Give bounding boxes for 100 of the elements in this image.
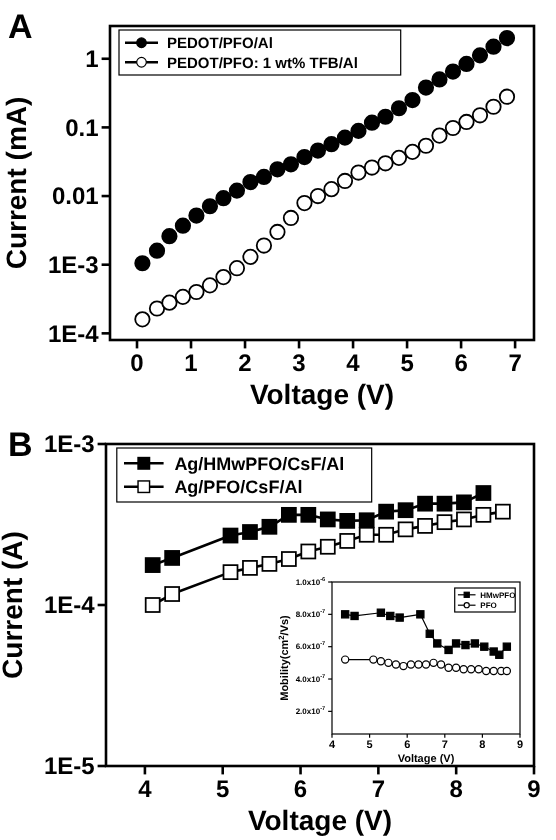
point — [386, 611, 395, 621]
point — [421, 660, 431, 669]
point — [377, 108, 394, 125]
point — [350, 122, 367, 139]
point — [242, 560, 258, 576]
x-tick-label: 4 — [346, 349, 361, 378]
point — [358, 526, 375, 543]
point — [228, 182, 246, 199]
point — [255, 168, 273, 186]
point — [429, 658, 438, 668]
y-tick-label: 0.1 — [65, 113, 100, 142]
x-tick-label: 5 — [216, 775, 231, 804]
point — [471, 107, 489, 124]
point — [350, 164, 367, 181]
x-tick-label: 7 — [508, 349, 523, 378]
point — [369, 655, 378, 664]
point — [339, 513, 356, 529]
point — [498, 88, 516, 105]
point — [485, 98, 502, 115]
point — [336, 129, 354, 146]
y-tick-label: 1 — [85, 45, 100, 74]
point — [144, 557, 161, 573]
point — [404, 91, 421, 109]
x-tick-label: 8 — [449, 775, 464, 804]
point — [296, 194, 313, 212]
point — [378, 526, 395, 543]
point — [444, 663, 453, 672]
point — [350, 611, 359, 621]
point — [391, 660, 401, 669]
y-axis-title: Current (mA) — [0, 96, 32, 270]
point — [174, 217, 192, 234]
point — [451, 663, 461, 672]
x-tick-label: 6 — [454, 349, 469, 378]
point — [458, 55, 475, 73]
point — [164, 586, 181, 602]
point — [161, 228, 178, 245]
point — [406, 660, 416, 669]
point — [280, 551, 297, 567]
point — [475, 485, 492, 501]
y-tick-label: 1E-3 — [43, 430, 96, 459]
point — [242, 248, 259, 265]
point — [161, 294, 178, 311]
point — [502, 642, 512, 651]
x-tick-label: 5 — [400, 349, 415, 378]
point — [417, 79, 435, 96]
point — [319, 538, 336, 555]
point — [282, 156, 300, 173]
point — [417, 137, 435, 154]
y-tick-label: 1E-4 — [43, 591, 96, 620]
point — [378, 503, 395, 520]
point — [164, 550, 181, 566]
point — [340, 655, 350, 664]
point — [300, 543, 317, 560]
point — [397, 502, 414, 519]
legend-label: Ag/PFO/CsF/Al — [174, 477, 303, 497]
point — [134, 311, 151, 328]
point — [282, 209, 300, 227]
x-tick-label: 6 — [293, 775, 308, 804]
point — [363, 114, 381, 131]
point — [495, 650, 504, 659]
point — [280, 506, 297, 523]
point — [390, 100, 408, 117]
point — [384, 658, 393, 668]
point — [431, 71, 448, 88]
point — [376, 608, 386, 617]
point — [188, 283, 205, 301]
point — [261, 518, 278, 535]
point — [417, 495, 433, 512]
point — [309, 187, 327, 205]
point — [456, 511, 472, 528]
point — [436, 514, 453, 531]
point — [323, 136, 340, 153]
legend-label: Ag/HMwPFO/CsF/Al — [174, 453, 345, 474]
point — [444, 645, 453, 655]
point — [222, 527, 239, 544]
point — [358, 512, 375, 529]
point — [485, 38, 502, 55]
x-tick-label: 9 — [527, 775, 542, 804]
y-tick-label: 1E-5 — [43, 752, 96, 781]
y-axis-title: Current (A) — [0, 531, 28, 679]
point — [474, 665, 483, 674]
point — [296, 148, 313, 166]
x-axis-title: Voltage (V) — [247, 804, 393, 837]
point — [404, 143, 421, 160]
point — [471, 47, 489, 64]
point — [222, 564, 239, 581]
point — [201, 198, 219, 215]
point — [489, 647, 498, 656]
point — [417, 518, 433, 534]
x-tick-label: 7 — [371, 775, 386, 804]
point — [470, 639, 480, 648]
point — [414, 660, 423, 669]
y-tick-label: 0.01 — [51, 182, 100, 211]
x-tick-label: 0 — [130, 349, 145, 378]
chart-title: B — [8, 426, 33, 464]
point — [309, 142, 327, 159]
point — [431, 127, 448, 144]
point — [377, 155, 394, 172]
point — [458, 113, 475, 131]
x-tick-label: 4 — [138, 775, 153, 804]
